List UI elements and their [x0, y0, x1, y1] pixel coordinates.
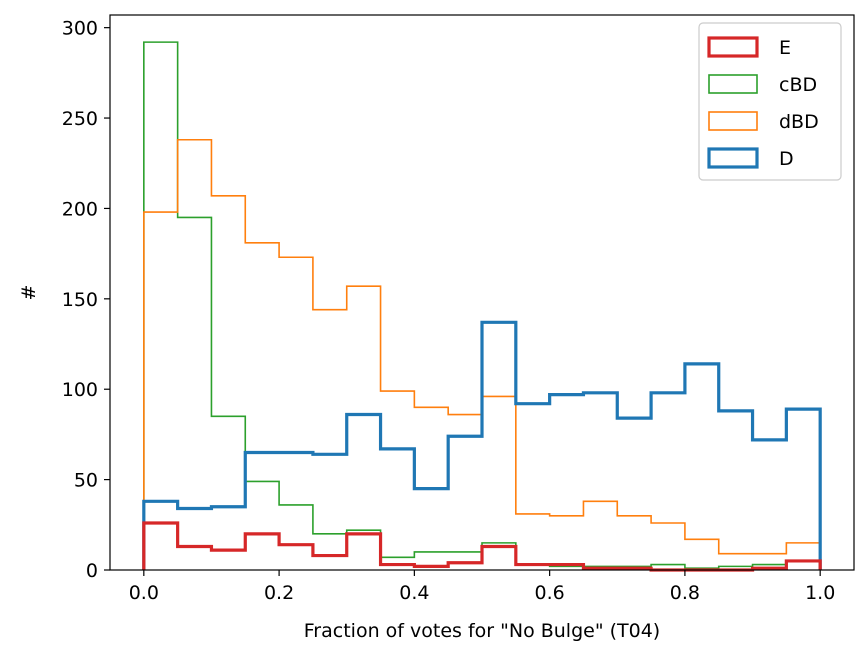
series-d-step	[142, 320, 822, 570]
y-tick-label: 300	[62, 18, 98, 40]
y-tick-label: 200	[62, 198, 98, 220]
y-tick-label: 0	[86, 560, 98, 582]
y-tick-label: 100	[62, 379, 98, 401]
x-axis-ticks: 0.0 0.2 0.4 0.6 0.8 1.0	[129, 570, 835, 604]
legend-swatch-e	[707, 36, 759, 58]
legend-swatch-d	[707, 147, 759, 169]
legend-label-cbd: cBD	[779, 74, 817, 96]
y-tick-label: 150	[62, 289, 98, 311]
y-axis-ticks: 0 50 100 150 200 250 300	[62, 18, 110, 582]
axes-frame	[109, 14, 855, 571]
x-tick-label: 0.6	[535, 582, 565, 604]
y-tick-label: 50	[74, 470, 98, 492]
x-tick-label: 1.0	[805, 582, 835, 604]
legend-label-d: D	[779, 148, 794, 170]
y-axis-label: #	[18, 285, 40, 301]
x-tick-label: 0.2	[264, 582, 294, 604]
y-tick-label: 250	[62, 108, 98, 130]
x-tick-label: 0.8	[670, 582, 700, 604]
x-axis-label: Fraction of votes for "No Bulge" (T04)	[304, 620, 660, 642]
legend-box	[698, 22, 842, 181]
x-tick-label: 0.4	[399, 582, 429, 604]
legend-swatch-cbd	[708, 74, 758, 94]
legend-swatch-dbd	[708, 111, 758, 131]
x-tick-label: 0.0	[129, 582, 159, 604]
legend-label-dbd: dBD	[779, 111, 819, 133]
legend-label-e: E	[779, 37, 791, 59]
series-layer	[142, 41, 822, 572]
